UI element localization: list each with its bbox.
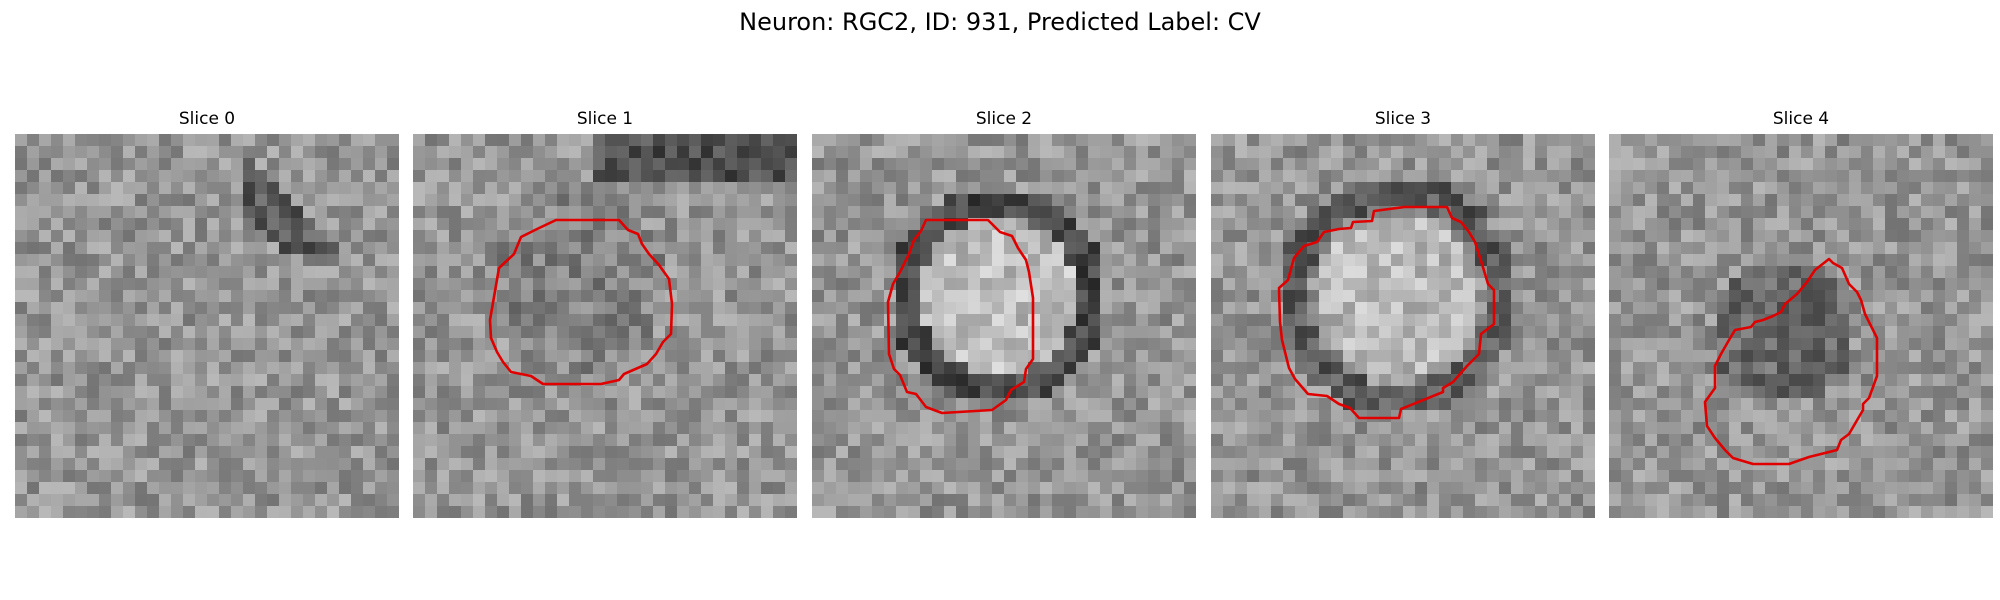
figure-title: Neuron: RGC2, ID: 931, Predicted Label: … bbox=[739, 8, 1261, 36]
slice-image bbox=[1609, 134, 1993, 518]
panel-slice-0: Slice 0 bbox=[15, 108, 399, 518]
slice-image bbox=[1211, 134, 1595, 518]
panel-title: Slice 2 bbox=[975, 109, 1033, 129]
panel-title: Slice 1 bbox=[576, 109, 634, 129]
panel-title: Slice 4 bbox=[1772, 109, 1830, 129]
panel-title: Slice 0 bbox=[178, 109, 236, 129]
panel-title: Slice 3 bbox=[1374, 109, 1432, 129]
slice-image bbox=[15, 134, 399, 518]
slice-image bbox=[812, 134, 1196, 518]
slice-image bbox=[413, 134, 797, 518]
panel-slice-2: Slice 2 bbox=[812, 108, 1196, 518]
panel-slice-4: Slice 4 bbox=[1609, 108, 1993, 518]
panel-slice-1: Slice 1 bbox=[413, 108, 797, 518]
panel-slice-3: Slice 3 bbox=[1211, 108, 1595, 518]
